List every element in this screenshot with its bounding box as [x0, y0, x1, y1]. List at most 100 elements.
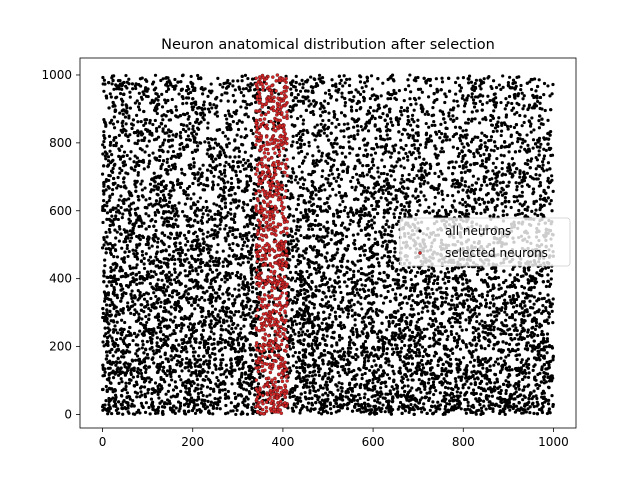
scatter-point [186, 365, 190, 369]
scatter-point [350, 185, 354, 189]
scatter-point [303, 155, 307, 159]
scatter-point [489, 356, 493, 361]
scatter-point [307, 396, 311, 401]
scatter-point [295, 133, 299, 138]
scatter-point [510, 141, 514, 145]
scatter-point [144, 212, 148, 216]
scatter-point [546, 375, 550, 379]
scatter-point [233, 88, 237, 92]
scatter-point [373, 399, 377, 403]
scatter-point [523, 200, 528, 204]
scatter-point [478, 322, 482, 326]
scatter-point [103, 326, 107, 330]
scatter-point [189, 332, 193, 337]
scatter-point [209, 82, 213, 86]
scatter-point [163, 309, 168, 314]
scatter-point [352, 95, 356, 99]
scatter-point [375, 307, 379, 312]
scatter-point [122, 240, 126, 244]
scatter-point [455, 332, 459, 336]
scatter-point [365, 222, 369, 227]
scatter-point [226, 78, 230, 83]
scatter-point [226, 84, 231, 89]
scatter-point [392, 387, 396, 391]
scatter-point [508, 295, 512, 299]
scatter-point [353, 311, 357, 315]
scatter-point [140, 253, 145, 257]
scatter-point [353, 377, 357, 381]
scatter-point [102, 208, 107, 213]
scatter-point [153, 213, 158, 217]
scatter-point [291, 338, 295, 342]
scatter-point [426, 181, 430, 185]
scatter-point [136, 333, 140, 337]
scatter-point [316, 329, 320, 333]
scatter-point [201, 212, 205, 216]
scatter-point [143, 150, 147, 154]
scatter-point [159, 355, 163, 359]
scatter-point [406, 194, 410, 198]
scatter-point [226, 127, 230, 132]
scatter-point [359, 277, 363, 282]
scatter-point [470, 292, 474, 296]
scatter-point [173, 203, 177, 208]
scatter-point [299, 233, 303, 238]
scatter-point [224, 363, 228, 367]
scatter-point [235, 121, 239, 126]
scatter-point [465, 208, 469, 213]
scatter-point [464, 328, 469, 332]
scatter-point [377, 175, 381, 179]
scatter-point [124, 381, 128, 385]
scatter-point [526, 143, 530, 147]
scatter-point [470, 92, 474, 96]
scatter-point [323, 243, 327, 247]
scatter-point [521, 291, 525, 295]
scatter-point [538, 197, 542, 201]
scatter-point [220, 93, 224, 97]
scatter-point [337, 190, 341, 195]
scatter-point [215, 375, 219, 380]
scatter-point [156, 318, 161, 322]
scatter-point [512, 125, 517, 130]
scatter-point [380, 158, 384, 162]
scatter-point [490, 177, 494, 181]
scatter-point [339, 290, 343, 295]
scatter-point [230, 382, 234, 386]
scatter-point [137, 233, 142, 238]
scatter-point [223, 388, 227, 392]
scatter-point [303, 332, 307, 336]
scatter-point [261, 390, 266, 394]
scatter-point [335, 265, 339, 269]
scatter-point [227, 297, 231, 301]
scatter-point [545, 332, 550, 336]
scatter-point [545, 168, 549, 172]
scatter-point [482, 152, 486, 156]
scatter-point [546, 185, 551, 189]
scatter-point [439, 286, 443, 290]
scatter-point [508, 373, 512, 377]
scatter-point [243, 73, 248, 77]
scatter-point [459, 170, 464, 175]
scatter-point [299, 211, 303, 215]
scatter-point [481, 330, 485, 334]
scatter-point [131, 375, 135, 379]
scatter-point [120, 380, 124, 384]
scatter-point [417, 377, 421, 382]
scatter-point [188, 322, 192, 326]
scatter-point [171, 133, 175, 137]
scatter-point [479, 406, 484, 410]
scatter-point [448, 138, 452, 142]
scatter-point [142, 385, 147, 389]
scatter-point [205, 394, 209, 398]
scatter-point [294, 88, 298, 92]
scatter-point [305, 152, 309, 156]
scatter-point [474, 348, 478, 352]
scatter-point [302, 128, 306, 132]
scatter-point [536, 213, 540, 218]
scatter-point [224, 314, 228, 318]
scatter-point [227, 324, 231, 328]
scatter-point [178, 283, 182, 287]
scatter-point [112, 115, 116, 119]
scatter-point [178, 134, 182, 138]
scatter-point [121, 212, 125, 216]
